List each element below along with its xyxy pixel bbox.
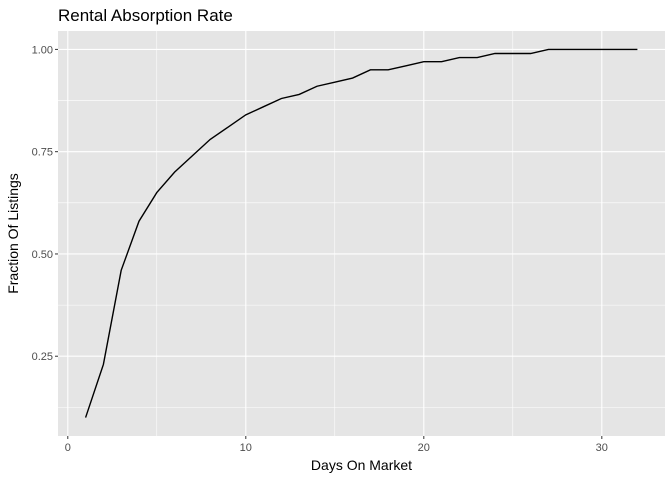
chart-title: Rental Absorption Rate (58, 6, 233, 25)
y-tick-label: 0.25 (32, 351, 53, 363)
y-tick-label: 0.75 (32, 147, 53, 159)
y-tick-label: 1.00 (32, 44, 53, 56)
x-tick-label: 20 (418, 442, 430, 454)
x-tick-label: 30 (596, 442, 608, 454)
x-axis: 0 10 20 30 (65, 436, 608, 454)
series-line (84, 48, 638, 418)
y-tick-label: 0.50 (32, 249, 53, 261)
y-axis: 0.25 0.50 0.75 1.00 (32, 44, 58, 363)
x-tick-label: 10 (240, 442, 252, 454)
x-axis-title: Days On Market (311, 457, 412, 473)
y-axis-title: Fraction Of Listings (5, 173, 21, 294)
x-tick-label: 0 (65, 442, 71, 454)
minor-gridlines (58, 31, 665, 436)
plot-panel (58, 31, 665, 436)
